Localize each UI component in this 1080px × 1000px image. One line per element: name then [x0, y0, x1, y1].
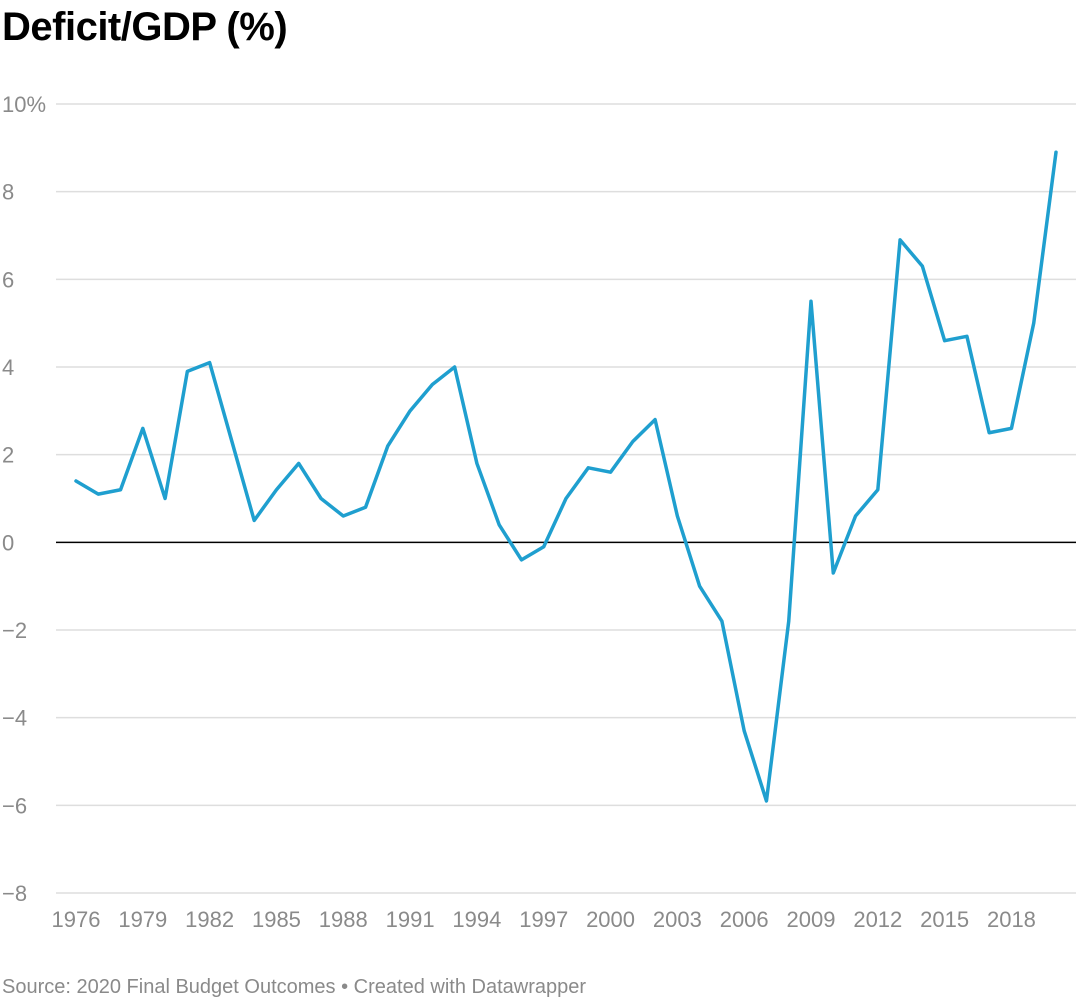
y-tick-label: −6: [2, 793, 27, 818]
x-tick-label: 2003: [653, 907, 702, 932]
x-tick-label: 1976: [52, 907, 101, 932]
series-layer: [74, 150, 1058, 803]
x-tick-label: 1979: [118, 907, 167, 932]
y-tick-label: 8: [2, 180, 14, 205]
y-tick-label: −8: [2, 881, 27, 906]
footer: Source: 2020 Final Budget Outcomes • Cre…: [2, 974, 586, 1000]
y-tick-label: 6: [2, 267, 14, 292]
y-tick-label: 10%: [2, 92, 46, 117]
credit-note: Created with Datawrapper: [353, 976, 587, 998]
gridlines: [56, 103, 1076, 894]
x-tick-label: 1982: [185, 907, 234, 932]
x-tick-label: 1997: [519, 907, 568, 932]
x-axis-tick-labels: 1976 1979 1982 1985 1988 1991 1994 1997 2000 2003…: [52, 907, 1036, 932]
x-tick-label: 2009: [787, 907, 836, 932]
x-tick-label: 2012: [853, 907, 902, 932]
series-line: [74, 150, 1058, 803]
y-tick-label: 4: [2, 355, 14, 380]
y-axis-tick-labels: −8 −6 −4 −2 0 2 4 6 8 10%: [2, 92, 46, 906]
x-tick-label: 2000: [586, 907, 635, 932]
source-note: Source: 2020 Final Budget Outcomes: [2, 976, 336, 998]
y-tick-label: 0: [2, 530, 14, 555]
chart-title: Deficit/GDP (%): [2, 5, 288, 49]
y-tick-label: 2: [2, 443, 14, 468]
x-tick-label: 2006: [720, 907, 769, 932]
x-tick-label: 2018: [987, 907, 1036, 932]
y-tick-label: −4: [2, 706, 27, 731]
x-tick-label: 1985: [252, 907, 301, 932]
footer-separator: •: [341, 976, 349, 998]
y-tick-label: −2: [2, 618, 27, 643]
x-tick-label: 1994: [452, 907, 501, 932]
x-tick-label: 2015: [920, 907, 969, 932]
x-tick-label: 1988: [319, 907, 368, 932]
line-chart: −8 −6 −4 −2 0 2 4 6 8 10% 1976 1979 1982 1985 1988 199…: [2, 92, 1076, 932]
x-tick-label: 1991: [386, 907, 435, 932]
